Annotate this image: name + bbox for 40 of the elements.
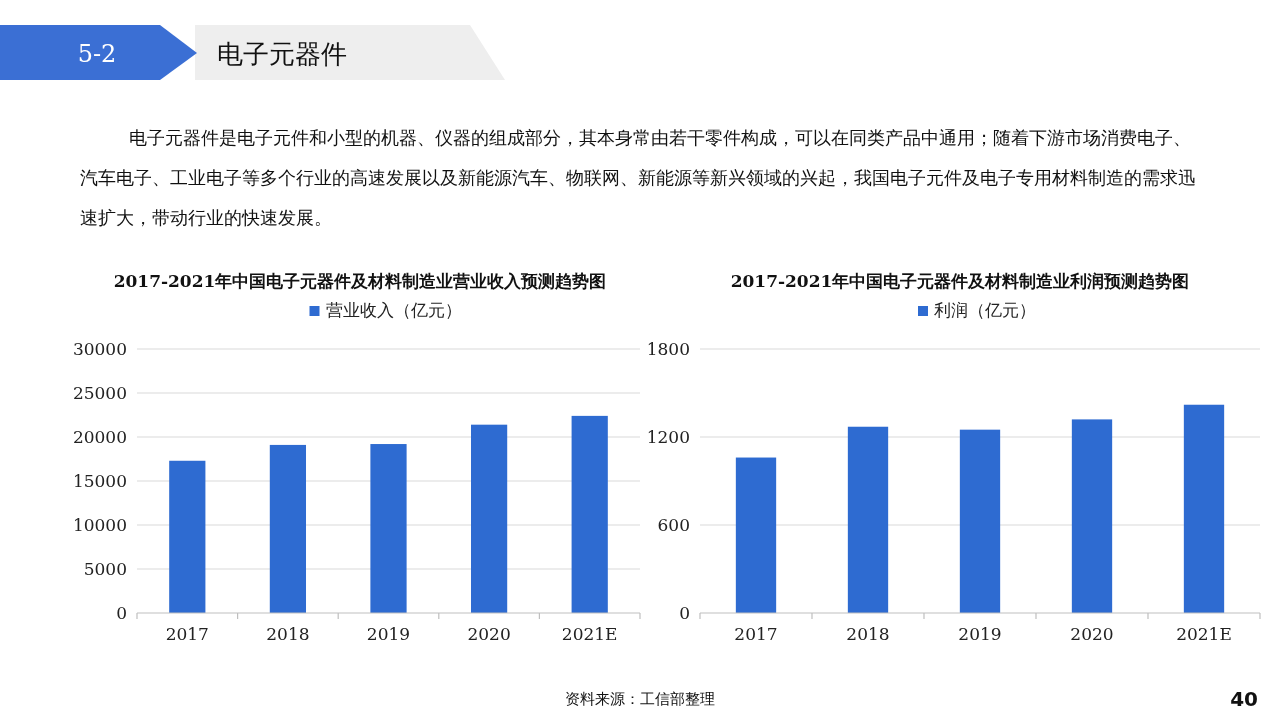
text: 电子元器件	[217, 39, 347, 69]
legend-label: 利润（亿元）	[934, 300, 1036, 320]
y-tick-label: 1200	[646, 427, 690, 447]
y-tick-label: 5000	[83, 559, 127, 579]
x-tick-label: 2021E	[1176, 624, 1232, 644]
y-tick-label: 25000	[72, 383, 127, 403]
text: 电子元器件是电子元件和小型的机器、仪器的组成部分，其本身常由若干零件构成，可以在同类产品中通用；随着下游市场消费电子、汽车电子、工业电子等多个行业的高速发展以及新能源汽车、物联网、新能源等新兴领域的兴起，我国电子元件及电子专用材料制造的需求迅速扩大，带动行业的快速发展。	[80, 126, 1197, 230]
x-tick-label: 2020	[1070, 624, 1114, 644]
x-tick-label: 2018	[846, 624, 890, 644]
bar	[169, 460, 206, 613]
y-tick-label: 1800	[646, 339, 690, 359]
bar	[735, 457, 777, 613]
x-tick-label: 2021E	[561, 624, 618, 644]
chart-title: 2017-2021年中国电子元器件及材料制造业利润预测趋势图	[730, 271, 1190, 291]
bar	[847, 426, 889, 613]
bar	[1183, 404, 1225, 613]
y-tick-label: 30000	[72, 339, 127, 359]
bar	[959, 429, 1001, 613]
y-tick-label: 10000	[72, 515, 127, 535]
x-tick-label: 2019	[366, 624, 411, 644]
y-tick-label: 0	[679, 603, 690, 623]
bar	[269, 444, 307, 613]
x-tick-label: 2017	[165, 624, 209, 644]
chart-title: 2017-2021年中国电子元器件及材料制造业营业收入预测趋势图	[113, 271, 607, 291]
y-tick-label: 0	[116, 603, 127, 623]
bar	[370, 444, 407, 613]
legend-label: 营业收入（亿元）	[325, 300, 462, 320]
y-tick-label: 600	[657, 515, 690, 535]
x-tick-label: 2018	[266, 624, 310, 644]
text: 40	[1230, 687, 1258, 711]
text: 5-2	[77, 40, 117, 68]
x-tick-label: 2017	[734, 624, 778, 644]
bar	[1071, 419, 1113, 613]
y-tick-label: 15000	[72, 471, 127, 491]
bar	[571, 415, 608, 613]
text: 资料来源：工信部整理	[565, 690, 715, 708]
x-tick-label: 2019	[958, 624, 1002, 644]
bar	[470, 424, 508, 613]
y-tick-label: 20000	[72, 427, 127, 447]
x-tick-label: 2020	[467, 624, 511, 644]
